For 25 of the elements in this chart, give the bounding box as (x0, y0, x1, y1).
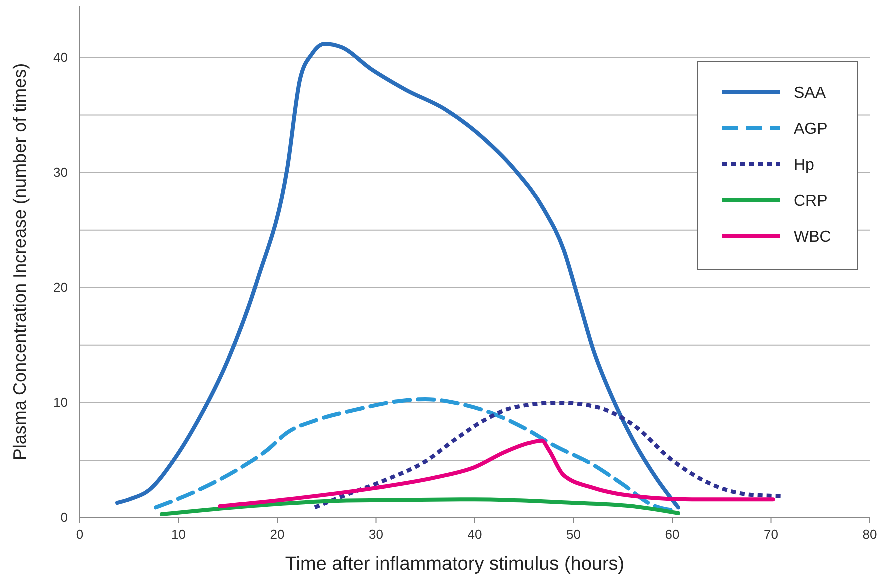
legend-label: AGP (794, 121, 828, 138)
y-tick-label: 0 (60, 510, 68, 525)
x-tick-label: 30 (369, 527, 384, 542)
x-tick-label: 50 (566, 527, 581, 542)
x-tick-label: 0 (76, 527, 84, 542)
y-axis-title: Plasma Concentration Increase (number of times) (10, 63, 30, 461)
legend-label: CRP (794, 193, 828, 210)
x-tick-label: 40 (468, 527, 482, 542)
line-series (116, 42, 680, 510)
x-tick-label: 80 (862, 527, 878, 542)
legend-label: Hp (794, 157, 815, 174)
legend-label: WBC (794, 229, 832, 246)
y-tick-label: 30 (54, 164, 68, 180)
x-axis-title: Time after inflammatory stimulus (hours) (285, 554, 625, 575)
x-tick-label: 70 (764, 527, 778, 542)
line-series (160, 498, 680, 517)
y-tick-label: 20 (54, 280, 68, 295)
x-tick-label: 10 (172, 527, 186, 542)
legend-label: SAA (794, 85, 826, 102)
x-tick-label: 60 (665, 527, 680, 542)
y-tick-label: 10 (54, 394, 68, 410)
line-series (313, 400, 784, 510)
y-tick-label: 40 (54, 50, 68, 65)
line-series (218, 438, 776, 508)
x-tick-label: 20 (270, 527, 285, 542)
